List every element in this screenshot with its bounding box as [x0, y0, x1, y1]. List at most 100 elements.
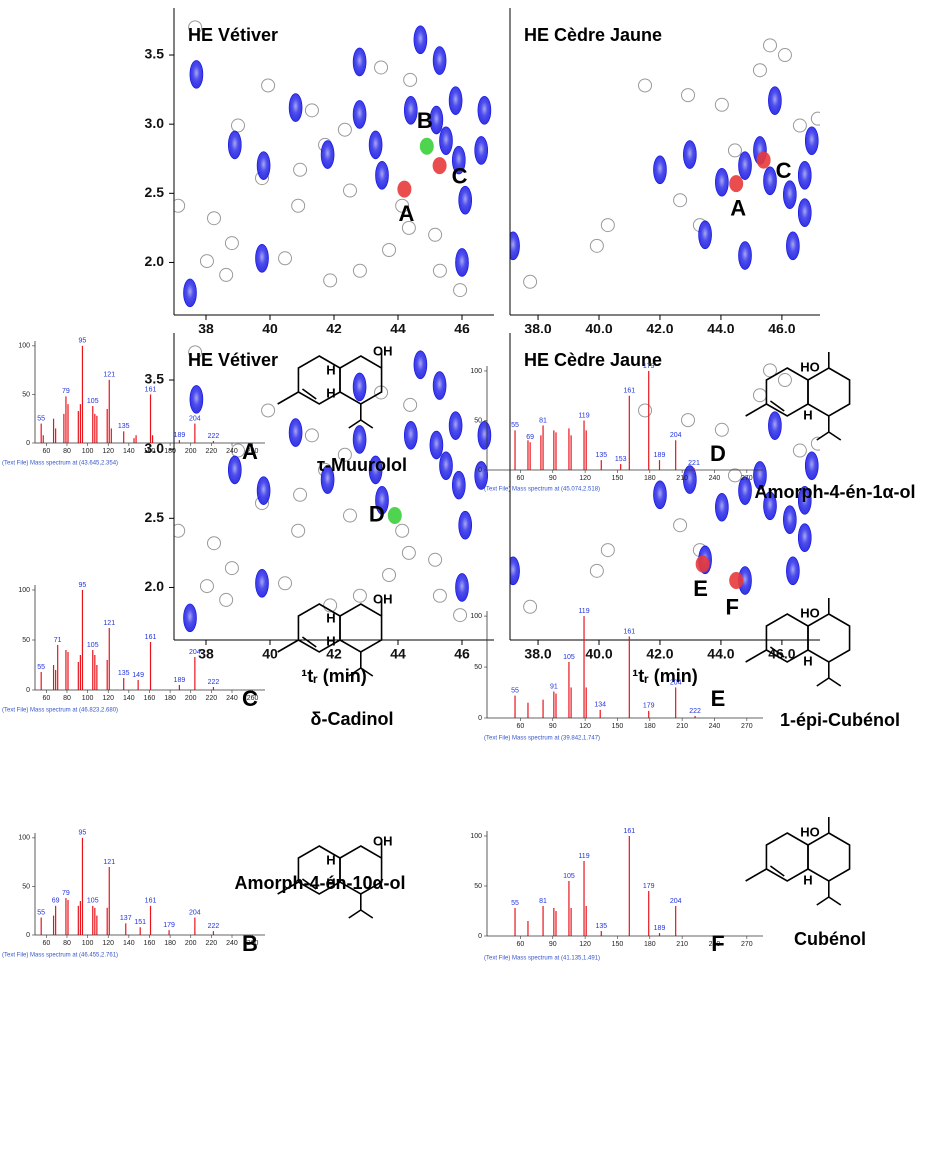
double-bond [769, 865, 785, 877]
x-axis-label: ¹tᵣ (min) [632, 666, 698, 686]
peak-label: 161 [623, 828, 635, 835]
isopropyl [348, 667, 362, 677]
peak-label: 55 [37, 415, 45, 422]
x-tick-label: 38.0 [524, 646, 551, 662]
x-tick-label: 120 [102, 448, 114, 455]
peak-label: 121 [103, 620, 115, 627]
blob [448, 86, 463, 115]
peak-label: 119 [578, 853, 589, 860]
x-tick-label: 80 [63, 448, 71, 455]
compound-name: τ-Muurolol [317, 455, 407, 475]
marker-label: B [417, 108, 433, 133]
y-tick-label: 2.0 [145, 578, 165, 594]
spectrum-letter: A [242, 439, 258, 464]
peak-circle [231, 118, 245, 133]
peak-label: 161 [145, 898, 157, 905]
peak-label: 69 [52, 898, 60, 905]
contour-plot: A B C HE Vétiver 38 40 42 44 46 2.0 2.5 3.0 3.5 [145, 8, 494, 337]
blob [477, 96, 492, 125]
x-tick-label: 46 [454, 321, 470, 337]
peak-circle [681, 88, 696, 103]
blob [455, 248, 469, 277]
compound-name: Amorph-4-én-10α-ol [234, 873, 405, 893]
peak-label: 79 [62, 388, 70, 395]
blob [763, 491, 777, 521]
peak-label: 55 [37, 664, 45, 671]
peak-circle [219, 267, 234, 282]
x-axis-label: ¹tᵣ (min) [301, 666, 367, 686]
compound-name: Amorph-4-én-1α-ol [754, 482, 915, 502]
x-tick-label: 150 [612, 941, 624, 948]
blob [403, 421, 418, 450]
panel-title: HE Vétiver [188, 350, 278, 370]
blob [451, 470, 466, 500]
x-tick-label: 60 [42, 940, 50, 947]
peak-label: 105 [87, 898, 99, 905]
peak-label: 81 [539, 417, 547, 424]
peak-circle [792, 443, 807, 458]
spectrum-footer: (Text File) Mass spectrum at (43.645,2.3… [2, 461, 118, 467]
peak-circle [792, 118, 807, 133]
peak-circle [523, 599, 538, 614]
x-tick-label: 160 [144, 940, 156, 947]
atom-label: OH [373, 343, 393, 358]
blob [413, 350, 428, 380]
x-tick-label: 210 [676, 475, 688, 482]
atom-label: H [803, 872, 812, 887]
blob [763, 166, 777, 196]
blob [768, 411, 782, 440]
peak-label: 149 [132, 672, 144, 679]
peak-label: 179 [163, 922, 175, 929]
peak-circle [174, 198, 186, 213]
x-tick-label: 44 [390, 646, 406, 662]
peak-label: 55 [37, 909, 45, 916]
peak-circle [432, 263, 447, 278]
spectrum-footer: (Text File) Mass spectrum at (41.135,1.4… [484, 956, 600, 962]
x-tick-label: 100 [82, 448, 94, 455]
blob [320, 465, 335, 494]
peak-circle [523, 274, 538, 289]
blob [804, 126, 819, 156]
spectrum-letter: F [711, 931, 724, 956]
structure [745, 817, 851, 906]
structure [277, 842, 383, 919]
peak-label: 221 [688, 460, 700, 467]
x-tick-label: 40.0 [585, 646, 612, 662]
x-tick-label: 44 [390, 321, 406, 337]
x-tick-label: 38.0 [524, 321, 551, 337]
x-tick-label: 270 [741, 475, 753, 482]
blob [786, 231, 800, 261]
blob [288, 93, 303, 122]
atom-label: H [326, 852, 335, 867]
peak-circle [453, 608, 468, 623]
x-tick-label: 90 [549, 723, 557, 730]
marker-label: C [776, 158, 792, 183]
peak-circle [174, 523, 186, 538]
x-tick-label: 180 [644, 475, 656, 482]
atom-label: OH [373, 833, 393, 848]
blob [783, 505, 797, 534]
compound-name: Cubénol [794, 929, 866, 949]
double-bond [301, 636, 317, 648]
blob [189, 385, 204, 414]
peak-circle [589, 563, 604, 578]
marker [695, 555, 710, 573]
peak-label: 105 [87, 398, 99, 405]
peak-circle [382, 243, 397, 258]
isopropyl [360, 667, 374, 677]
marker-label: A [730, 195, 746, 220]
spectrum-letter: C [242, 686, 258, 711]
x-tick-label: 100 [82, 695, 94, 702]
peak-label: 161 [145, 634, 157, 641]
y-tick-label: 0 [478, 715, 482, 722]
isopropyl [828, 896, 842, 906]
atom-label: H [326, 362, 335, 377]
blob [738, 241, 752, 270]
peak-circle [600, 543, 615, 558]
peak-label: 179 [643, 703, 655, 710]
atom-label: H [326, 610, 335, 625]
mass-spectrum: 55 81 105 119 135 161 179 189 204 60 90 120 150 180 21… [470, 817, 866, 962]
